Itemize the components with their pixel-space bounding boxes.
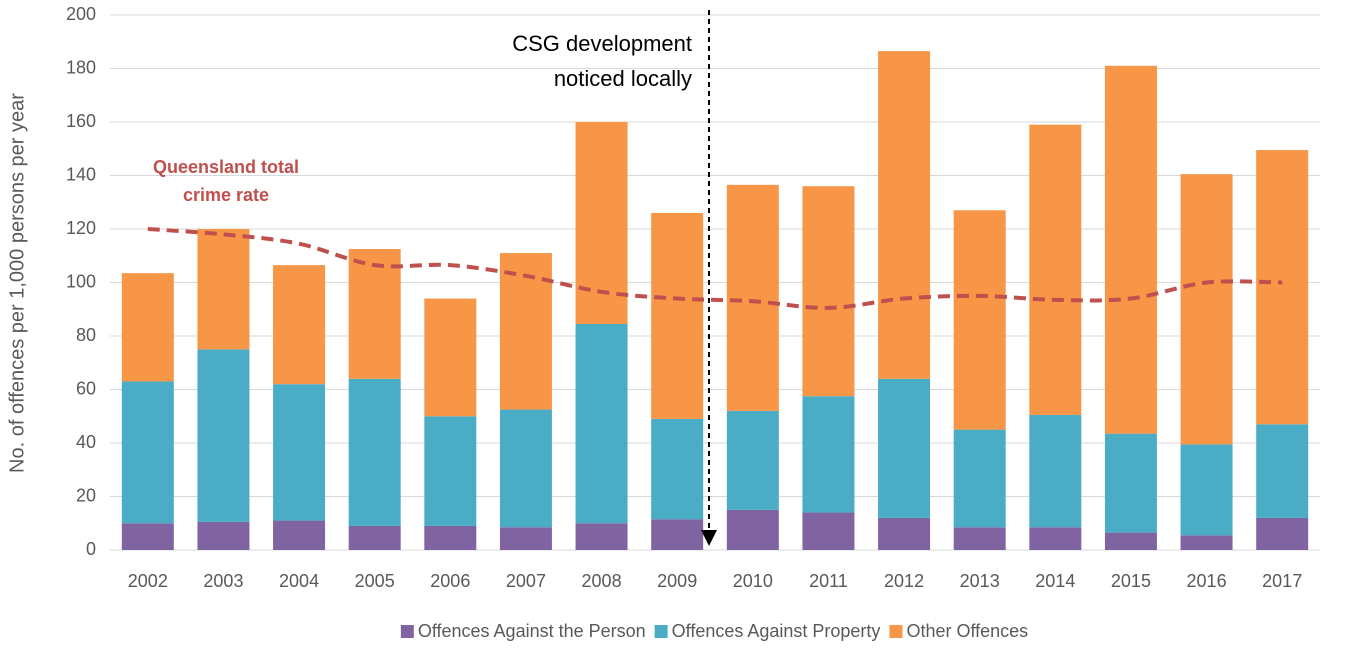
bar-segment <box>878 51 931 379</box>
x-tick-label: 2005 <box>355 571 395 591</box>
bar-segment <box>953 527 1006 550</box>
bar-segment <box>1256 424 1309 518</box>
bar-segment <box>1104 433 1157 533</box>
bar-segment <box>651 519 704 550</box>
bar-segment <box>575 323 628 524</box>
bar-segment <box>348 378 401 526</box>
x-tick-label: 2016 <box>1187 571 1227 591</box>
bar-segment <box>197 349 250 522</box>
bar-segment <box>651 418 704 520</box>
bar-segment <box>726 410 779 510</box>
bar-segment <box>121 273 174 382</box>
y-tick-label: 160 <box>66 111 96 131</box>
bar-segment <box>273 384 326 521</box>
legend-swatch <box>400 625 414 638</box>
x-tick-label: 2003 <box>203 571 243 591</box>
bar-segment <box>424 525 477 550</box>
bar-segment <box>878 517 931 550</box>
bar-segment <box>1256 517 1309 550</box>
bar-segment <box>878 378 931 518</box>
bar-segment <box>273 520 326 550</box>
bar-segment <box>121 523 174 550</box>
annotation: CSG development <box>512 31 692 56</box>
bar-segment <box>197 521 250 550</box>
legend-swatch <box>654 625 668 638</box>
y-tick-label: 200 <box>66 4 96 24</box>
bar-segment <box>575 523 628 550</box>
x-tick-label: 2009 <box>657 571 697 591</box>
bar-segment <box>1104 65 1157 434</box>
legend-label: Offences Against Property <box>672 621 881 641</box>
x-tick-label: 2004 <box>279 571 319 591</box>
bar-segment <box>802 512 855 550</box>
bar-segment <box>197 229 250 350</box>
y-tick-label: 20 <box>76 485 96 505</box>
bar-segment <box>726 509 779 550</box>
y-tick-label: 100 <box>66 271 96 291</box>
trend-line <box>147 227 1283 310</box>
annotation: Queensland total <box>153 157 299 177</box>
bar-segment <box>726 184 779 411</box>
x-tick-label: 2011 <box>809 571 848 591</box>
x-tick-label: 2012 <box>884 571 924 591</box>
legend-label: Other Offences <box>906 621 1028 641</box>
bar-segment <box>1256 150 1309 425</box>
bar-segment <box>121 381 174 524</box>
y-axis-label: No. of offences per 1,000 persons per ye… <box>6 93 28 473</box>
x-tick-label: 2002 <box>128 571 168 591</box>
x-tick-label: 2006 <box>430 571 470 591</box>
y-tick-label: 0 <box>86 539 96 559</box>
bar-segment <box>1104 532 1157 550</box>
bar-segment <box>802 396 855 513</box>
bar-segment <box>348 249 401 379</box>
bar-segment <box>424 416 477 526</box>
legend-swatch <box>889 625 903 638</box>
y-tick-label: 120 <box>66 218 96 238</box>
legend-label: Offences Against the Person <box>418 621 646 641</box>
bar-segment <box>953 210 1006 430</box>
bar-segment <box>802 186 855 397</box>
x-tick-label: 2008 <box>582 571 622 591</box>
bar-segment <box>348 525 401 550</box>
bar-segment <box>1029 124 1082 415</box>
x-tick-label: 2013 <box>960 571 1000 591</box>
y-tick-label: 180 <box>66 57 96 77</box>
bar-segment <box>1029 414 1082 528</box>
x-tick-label: 2014 <box>1035 571 1075 591</box>
bar-segment <box>499 409 552 528</box>
x-tick-label: 2017 <box>1262 571 1302 591</box>
bar-segment <box>1029 527 1082 550</box>
x-tick-label: 2007 <box>506 571 546 591</box>
bar-segment <box>1180 535 1233 550</box>
arrow-head <box>701 530 717 546</box>
bar-segment <box>953 429 1006 528</box>
y-tick-label: 40 <box>76 432 96 452</box>
y-tick-label: 60 <box>76 378 96 398</box>
bar-segment <box>1180 174 1233 445</box>
x-tick-label: 2015 <box>1111 571 1151 591</box>
bar-segment <box>273 265 326 385</box>
bar-segment <box>424 298 477 417</box>
x-tick-label: 2010 <box>733 571 773 591</box>
annotation: crime rate <box>183 185 269 205</box>
annotation: noticed locally <box>554 66 692 91</box>
bar-segment <box>499 527 552 550</box>
bar-segment <box>1180 444 1233 536</box>
y-tick-label: 140 <box>66 164 96 184</box>
y-tick-label: 80 <box>76 325 96 345</box>
bar-segment <box>651 212 704 419</box>
